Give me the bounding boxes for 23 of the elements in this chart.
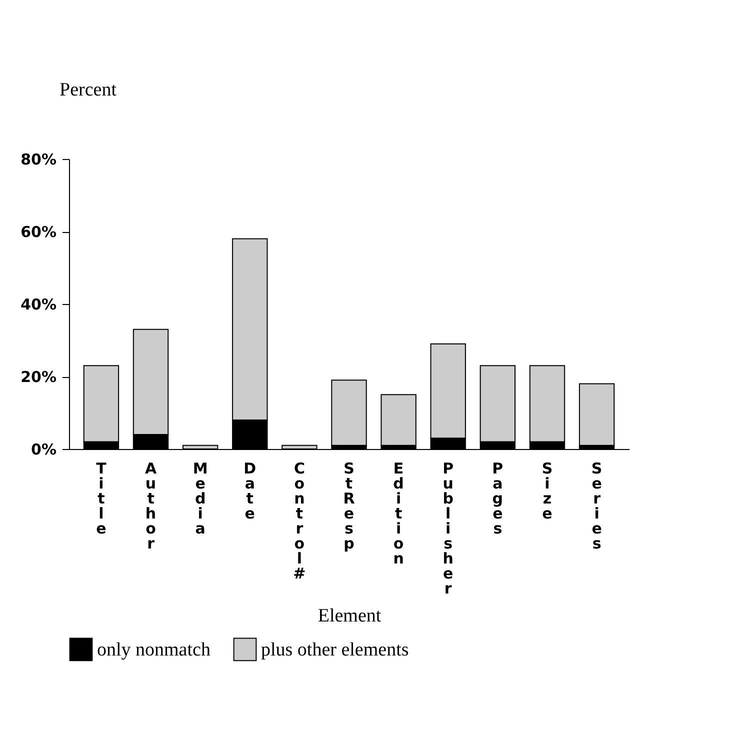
x-tick-label: St Resp (343, 460, 356, 552)
x-tick-label: Media (192, 460, 208, 538)
y-tick-label: 40% (20, 296, 56, 314)
x-tick-label: Edition (393, 460, 404, 568)
x-tick-label: Size (542, 460, 553, 522)
bar (578, 383, 615, 446)
y-tick-label: 0% (31, 440, 56, 458)
y-tick-label: 80% (20, 150, 56, 168)
y-tick-label: 20% (20, 368, 56, 386)
bar (380, 394, 416, 446)
x-tick-label: Control # (293, 460, 306, 582)
x-tick-label: Date (244, 460, 256, 522)
x-tick-label: Title (96, 460, 108, 538)
x-axis-title: Element (318, 606, 382, 626)
category-label: Publisher (442, 460, 454, 598)
legend-label: only nonmatch (97, 639, 211, 660)
x-tick-label: Series (591, 460, 602, 552)
bar (331, 380, 367, 446)
legend-label: plus other elements (261, 639, 409, 660)
y-tick-label: 60% (20, 223, 56, 241)
x-tick-label: Pages (492, 460, 504, 538)
x-tick-label: Author (144, 460, 157, 552)
y-axis-title: Percent (60, 80, 118, 100)
